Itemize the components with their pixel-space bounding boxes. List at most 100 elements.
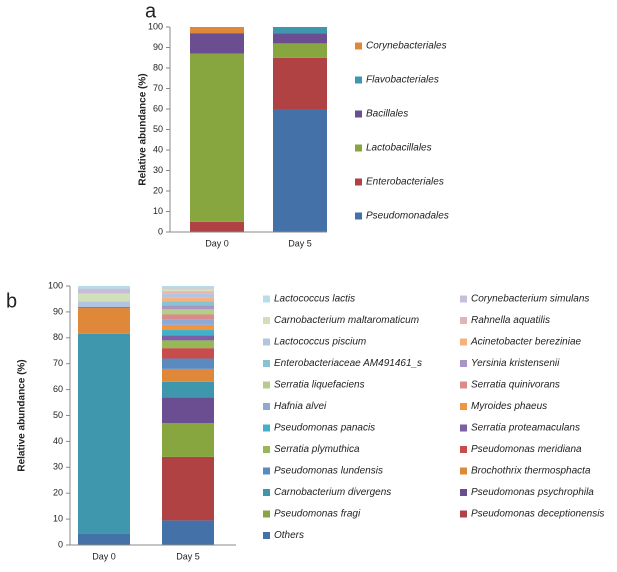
y-tick-label: 40 bbox=[53, 436, 63, 446]
bar-segment bbox=[162, 335, 214, 341]
y-tick-label: 10 bbox=[153, 206, 163, 216]
legend-swatch bbox=[460, 317, 467, 324]
bar-segment bbox=[78, 306, 130, 309]
legend-swatch bbox=[263, 317, 270, 324]
legend-label: Lactococcus piscium bbox=[274, 337, 366, 348]
legend-label: Serratia proteamaculans bbox=[471, 423, 580, 434]
bar-segment bbox=[162, 319, 214, 325]
x-tick-label: Day 5 bbox=[176, 551, 200, 561]
legend-label: Serratia plymuthica bbox=[274, 444, 360, 455]
legend-label: Serratia quinivorans bbox=[471, 380, 560, 391]
legend-swatch bbox=[263, 295, 270, 303]
legend-label: Rahnella aquatilis bbox=[471, 315, 550, 326]
legend-label: Lactococcus lactis bbox=[274, 294, 355, 305]
bar-segment bbox=[162, 456, 214, 521]
legend-label: Pseudomonas lundensis bbox=[274, 466, 383, 477]
legend-label: Corynebacteriales bbox=[366, 41, 447, 52]
y-tick-label: 70 bbox=[53, 358, 63, 368]
legend-swatch bbox=[460, 467, 467, 475]
legend-swatch bbox=[355, 76, 362, 84]
legend-swatch bbox=[355, 42, 362, 50]
legend-swatch bbox=[263, 532, 270, 539]
bar-segment bbox=[273, 33, 327, 44]
bar-segment bbox=[162, 324, 214, 331]
legend-swatch bbox=[263, 424, 270, 432]
x-tick-label: Day 0 bbox=[92, 551, 116, 561]
legend-swatch bbox=[355, 212, 362, 220]
legend-label: Brochothrix thermosphacta bbox=[471, 466, 591, 477]
y-tick-label: 20 bbox=[153, 185, 163, 195]
bar-segment bbox=[190, 27, 244, 34]
legend-label: Enterobacteriales bbox=[366, 177, 444, 188]
x-tick-label: Day 0 bbox=[205, 238, 229, 248]
bar-segment bbox=[273, 27, 327, 34]
y-tick-label: 50 bbox=[153, 124, 163, 134]
bar-segment bbox=[162, 397, 214, 424]
bar-segment bbox=[162, 423, 214, 457]
bar-segment bbox=[78, 333, 130, 534]
legend-label: Carnobacterium maltaromaticum bbox=[274, 315, 419, 326]
legend-label: Myroides phaeus bbox=[471, 401, 547, 412]
legend-swatch bbox=[263, 403, 270, 410]
y-tick-label: 80 bbox=[53, 332, 63, 342]
legend-label: Pseudomonas deceptionensis bbox=[471, 509, 604, 520]
bar-segment bbox=[78, 533, 130, 545]
y-tick-label: 0 bbox=[158, 226, 163, 236]
legend-swatch bbox=[355, 178, 362, 186]
legend-swatch bbox=[460, 360, 467, 367]
y-tick-label: 90 bbox=[53, 306, 63, 316]
bar-segment bbox=[162, 348, 214, 359]
legend-swatch bbox=[263, 467, 270, 475]
bar-segment bbox=[190, 221, 244, 232]
y-tick-label: 40 bbox=[153, 144, 163, 154]
bar-segment bbox=[162, 301, 214, 306]
y-tick-label: 80 bbox=[153, 62, 163, 72]
panel-label: a bbox=[145, 0, 157, 22]
bar-segment bbox=[162, 288, 214, 292]
bar-segment bbox=[162, 286, 214, 288]
bar-segment bbox=[162, 358, 214, 369]
y-tick-label: 70 bbox=[153, 83, 163, 93]
y-tick-label: 10 bbox=[53, 513, 63, 523]
legend-swatch bbox=[263, 489, 270, 496]
legend-swatch bbox=[355, 144, 362, 152]
y-tick-label: 20 bbox=[53, 488, 63, 498]
legend-label: Pseudomonadales bbox=[366, 211, 449, 222]
bar-segment bbox=[78, 288, 130, 294]
bar-segment bbox=[162, 287, 214, 289]
legend-swatch bbox=[460, 381, 467, 389]
legend-swatch bbox=[460, 403, 467, 410]
legend-label: Others bbox=[274, 530, 304, 541]
legend-label: Pseudomonas meridiana bbox=[471, 444, 582, 455]
legend-label: Serratia liquefaciens bbox=[274, 380, 365, 391]
bar-segment bbox=[78, 301, 130, 307]
bar-segment bbox=[162, 368, 214, 382]
y-tick-label: 100 bbox=[148, 21, 163, 31]
legend-swatch bbox=[263, 360, 270, 367]
legend-label: Carnobacterium divergens bbox=[274, 487, 391, 498]
bar-segment bbox=[162, 381, 214, 398]
legend-swatch bbox=[460, 510, 467, 518]
y-tick-label: 90 bbox=[153, 42, 163, 52]
bar-segment bbox=[78, 286, 130, 289]
y-axis-title: Relative abundance (%) bbox=[17, 359, 28, 471]
panel-label: b bbox=[6, 290, 17, 312]
bar-segment bbox=[162, 330, 214, 336]
legend-label: Corynebacterium simulans bbox=[471, 294, 589, 305]
legend-label: Pseudomonas fragi bbox=[274, 509, 361, 520]
bar-segment bbox=[78, 293, 130, 302]
legend-label: Pseudomonas panacis bbox=[274, 423, 375, 434]
bar-segment bbox=[162, 309, 214, 315]
legend-swatch bbox=[263, 446, 270, 453]
y-axis-title: Relative abundance (%) bbox=[138, 73, 149, 185]
bar-segment bbox=[162, 520, 214, 545]
legend-label: Acinetobacter bereziniae bbox=[470, 337, 582, 348]
bar-segment bbox=[162, 314, 214, 320]
bar-segment bbox=[162, 293, 214, 298]
bar-segment bbox=[162, 305, 214, 310]
bar-segment bbox=[162, 340, 214, 349]
y-tick-label: 60 bbox=[153, 103, 163, 113]
y-tick-label: 60 bbox=[53, 384, 63, 394]
bar-segment bbox=[162, 297, 214, 302]
y-tick-label: 50 bbox=[53, 410, 63, 420]
